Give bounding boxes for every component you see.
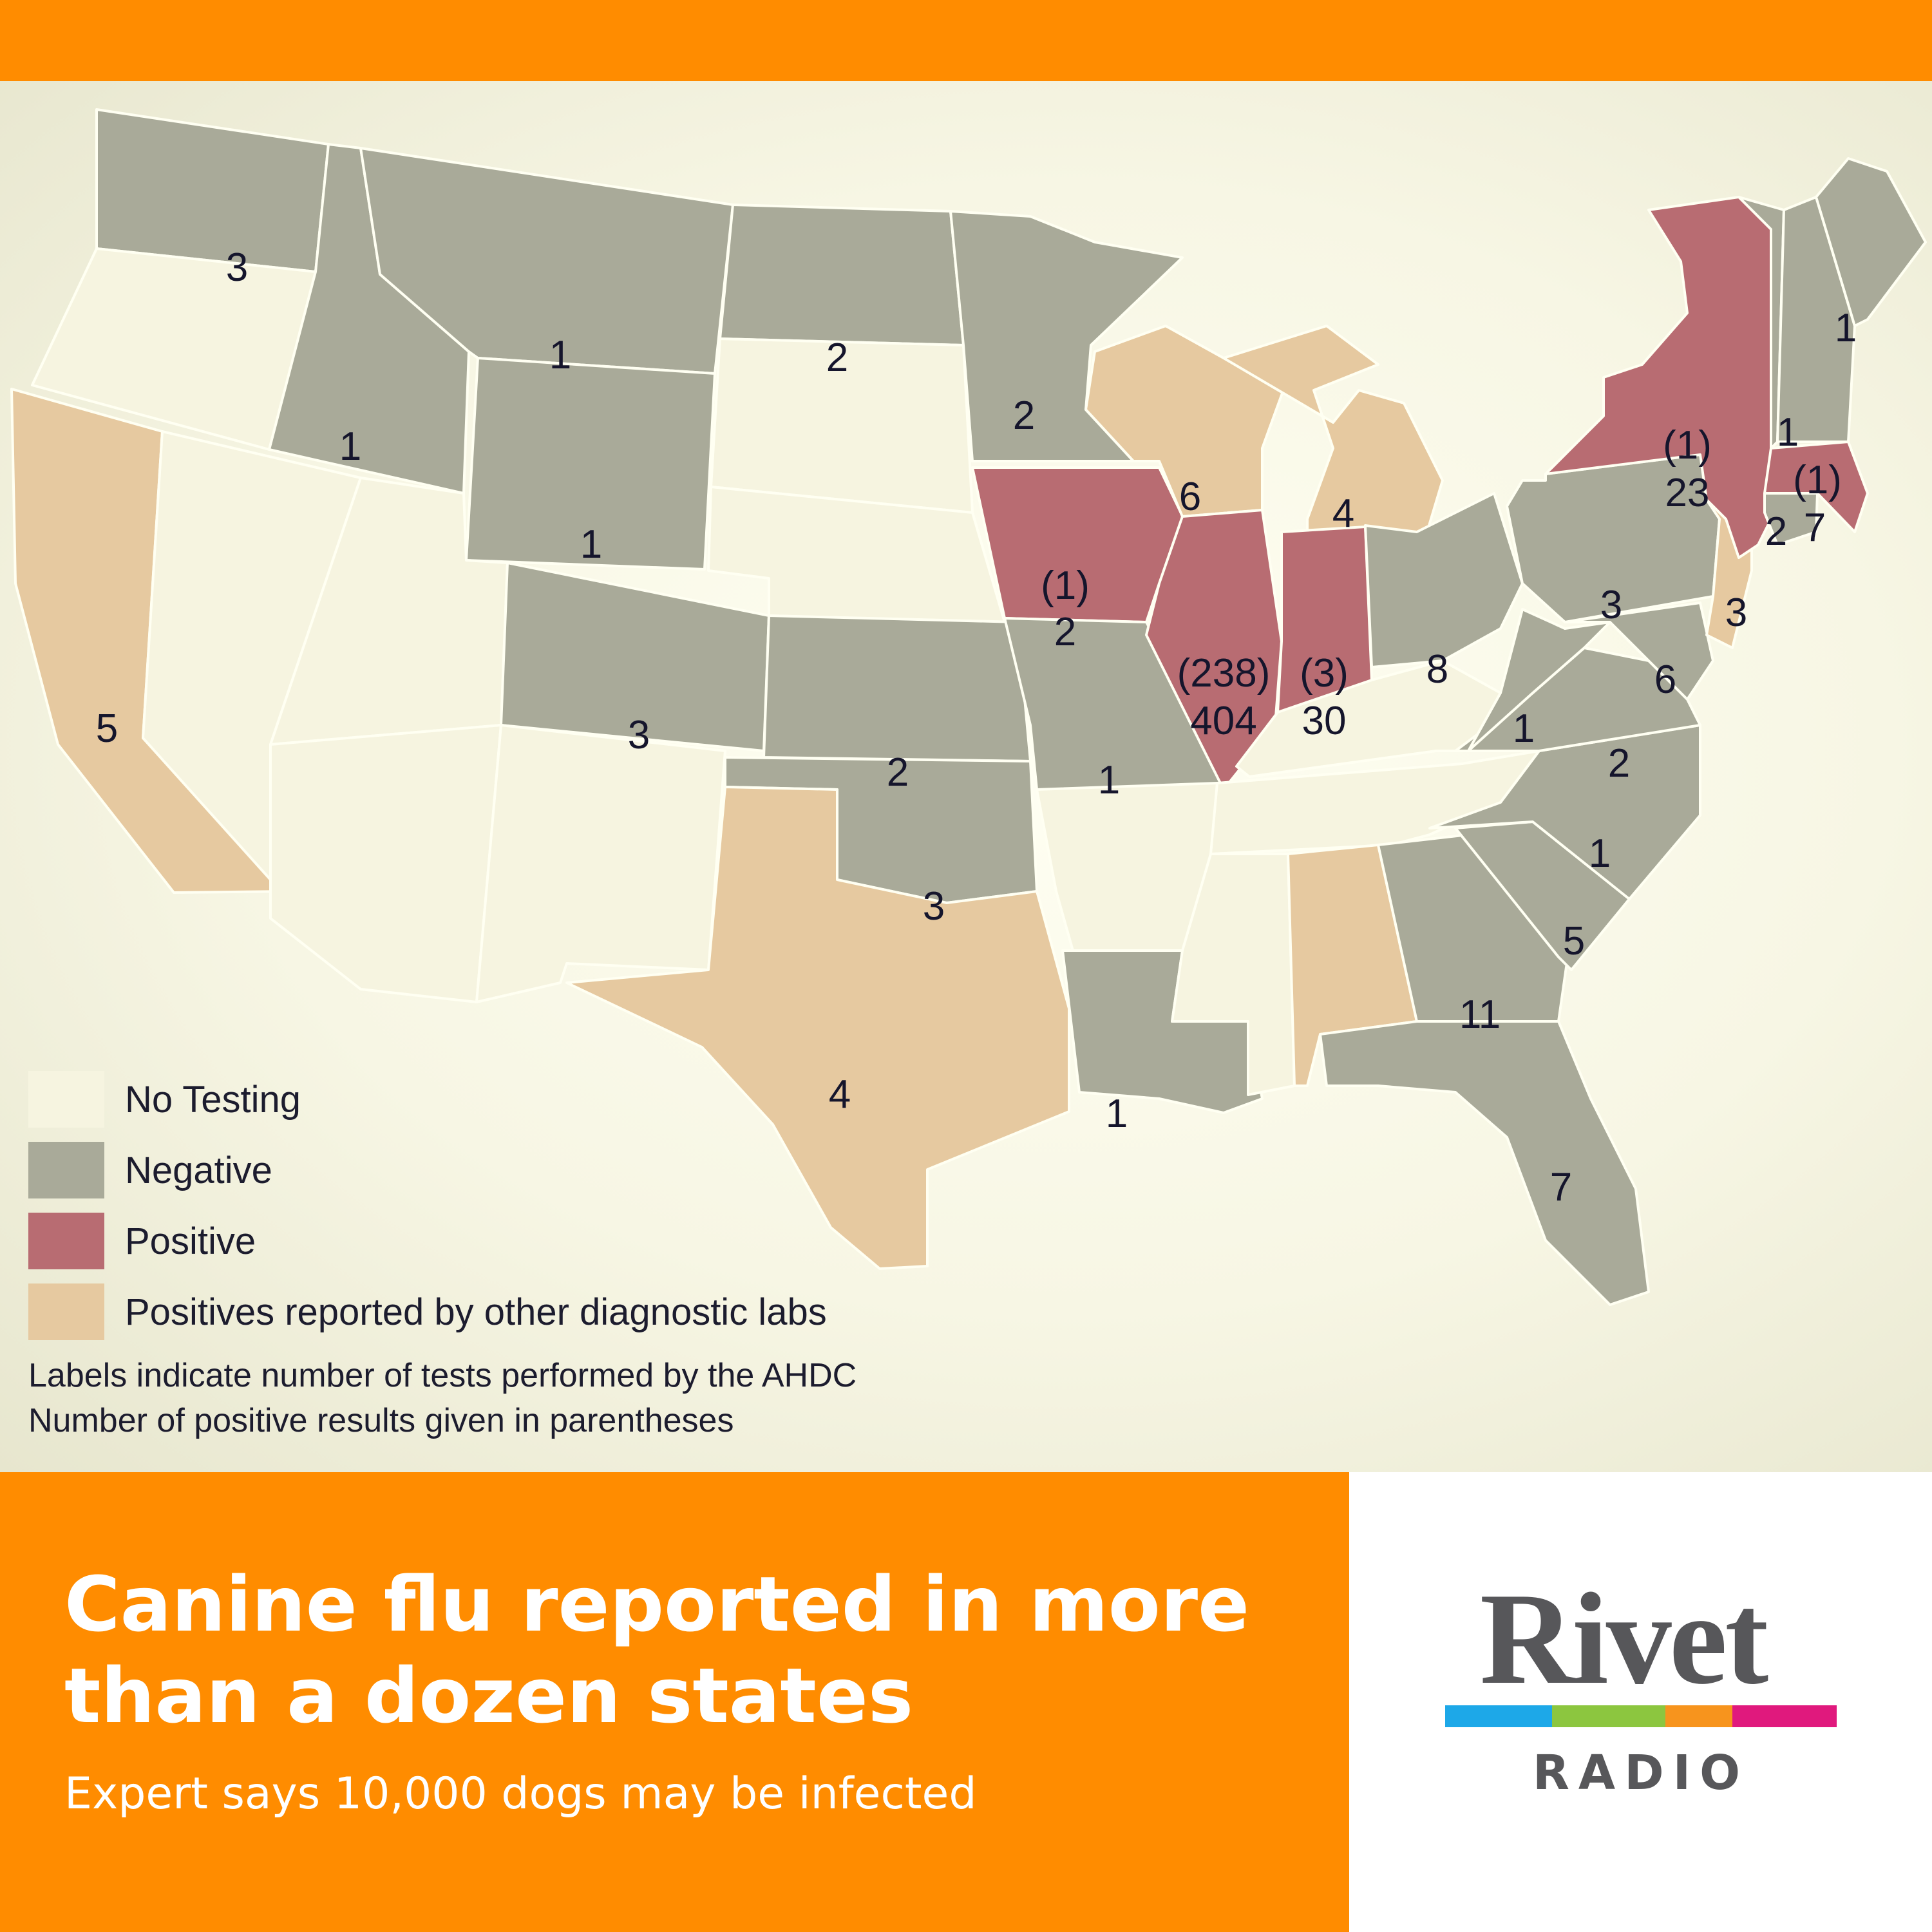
state-ohio: [1364, 492, 1524, 668]
legend-swatch-positive: [28, 1213, 104, 1269]
label-ny: 23: [1665, 471, 1710, 515]
state-georgia: [1377, 833, 1573, 1023]
state-maryland: [1564, 601, 1714, 701]
headline: Canine flu reported in more than a dozen…: [64, 1560, 1250, 1740]
label-va: 2: [1608, 741, 1630, 786]
state-texas: [565, 786, 1070, 1270]
label-ia-pos: (1): [1041, 564, 1090, 608]
label-ma-pos: (1): [1793, 458, 1842, 502]
label-ok: 3: [923, 884, 945, 929]
logo-bar-segment: [1732, 1705, 1837, 1727]
state-arizona: [269, 724, 502, 1003]
label-ca: 5: [96, 706, 118, 751]
legend-swatch-other-labs: [28, 1283, 104, 1340]
state-connecticut: [1763, 492, 1819, 546]
legend-label-no-testing: No Testing: [125, 1078, 301, 1121]
legend-label-negative: Negative: [125, 1149, 272, 1191]
label-wa: 3: [226, 245, 248, 290]
label-wy: 1: [580, 522, 602, 567]
label-md: 6: [1654, 658, 1676, 702]
legend-swatch-negative: [28, 1142, 104, 1198]
label-sc: 5: [1563, 919, 1585, 963]
rivet-logo-radio: RADIO: [1532, 1745, 1750, 1801]
label-il-pos: (238): [1177, 651, 1271, 696]
label-in-pos: (3): [1300, 651, 1349, 696]
label-ia: 2: [1054, 610, 1076, 654]
state-north-carolina: [1428, 724, 1701, 900]
state-florida: [1319, 1020, 1650, 1306]
logo-bar-segment: [1445, 1705, 1552, 1727]
headline-panel: [0, 1472, 1349, 1932]
rivet-logo-word: Rivet: [1479, 1566, 1768, 1712]
label-oh: 8: [1426, 647, 1448, 692]
legend-item-no-testing: No Testing: [28, 1064, 827, 1135]
label-me: 1: [1835, 306, 1857, 350]
label-mn: 2: [1013, 393, 1035, 438]
legend-label-positive: Positive: [125, 1220, 256, 1262]
label-ks: 2: [887, 750, 909, 795]
state-labels: 3 5 1 1 1 3 2 2 3 4 2 (1) 2 1 1 6 4 (238…: [96, 245, 1857, 1209]
label-mi: 4: [1332, 491, 1354, 536]
label-co: 3: [628, 713, 650, 757]
us-map: 3 5 1 1 1 3 2 2 3 4 2 (1) 2 1 1 6 4 (238…: [0, 81, 1932, 1472]
label-ga: 11: [1459, 992, 1501, 1037]
label-ct: 2: [1765, 509, 1787, 554]
legend-swatch-no-testing: [28, 1071, 104, 1128]
map-canvas: 3 5 1 1 1 3 2 2 3 4 2 (1) 2 1 1 6 4 (238…: [10, 108, 1927, 1306]
label-ma: 7: [1804, 506, 1826, 550]
label-tx: 4: [829, 1072, 851, 1117]
label-nj: 3: [1725, 591, 1747, 635]
state-new-mexico: [475, 724, 726, 1003]
label-mt: 1: [549, 333, 571, 377]
state-vermont: [1738, 196, 1785, 450]
state-maine: [1815, 157, 1927, 327]
state-washington: [95, 108, 330, 273]
label-wi: 6: [1179, 475, 1201, 519]
label-nd: 2: [826, 336, 848, 380]
legend-item-negative: Negative: [28, 1135, 827, 1206]
logo-bar-segment: [1665, 1705, 1732, 1727]
label-in: 30: [1302, 699, 1347, 743]
legend-label-other-labs: Positives reported by other diagnostic l…: [125, 1291, 827, 1333]
state-wyoming: [465, 357, 716, 571]
logo-bar-segment: [1552, 1705, 1665, 1727]
label-pa: 3: [1600, 583, 1622, 627]
label-nh: 1: [1777, 410, 1799, 455]
label-nc: 1: [1589, 831, 1611, 876]
label-id: 1: [339, 424, 361, 469]
legend-item-positive: Positive: [28, 1206, 827, 1276]
label-wv: 1: [1513, 706, 1535, 751]
state-kansas: [762, 614, 1032, 762]
label-fl: 7: [1550, 1165, 1572, 1209]
subheadline: Expert says 10,000 dogs may be infected: [64, 1768, 977, 1819]
label-ny-pos: (1): [1663, 423, 1712, 468]
state-west-virginia: [1467, 608, 1611, 752]
note-positives-line: Number of positive results given in pare…: [28, 1402, 734, 1439]
state-north-dakota: [719, 204, 965, 346]
legend-item-other-labs: Positives reported by other diagnostic l…: [28, 1276, 827, 1347]
state-minnesota: [949, 210, 1184, 462]
note-tests-line: Labels indicate number of tests performe…: [28, 1357, 857, 1394]
state-new-hampshire: [1776, 196, 1856, 443]
label-il: 404: [1190, 699, 1256, 743]
label-la: 1: [1106, 1092, 1128, 1136]
label-mo: 1: [1098, 758, 1120, 802]
map-legend: No Testing Negative Positive Positives r…: [28, 1064, 827, 1347]
top-orange-band: [0, 0, 1932, 81]
rivet-logo-color-bar: [1445, 1705, 1837, 1727]
